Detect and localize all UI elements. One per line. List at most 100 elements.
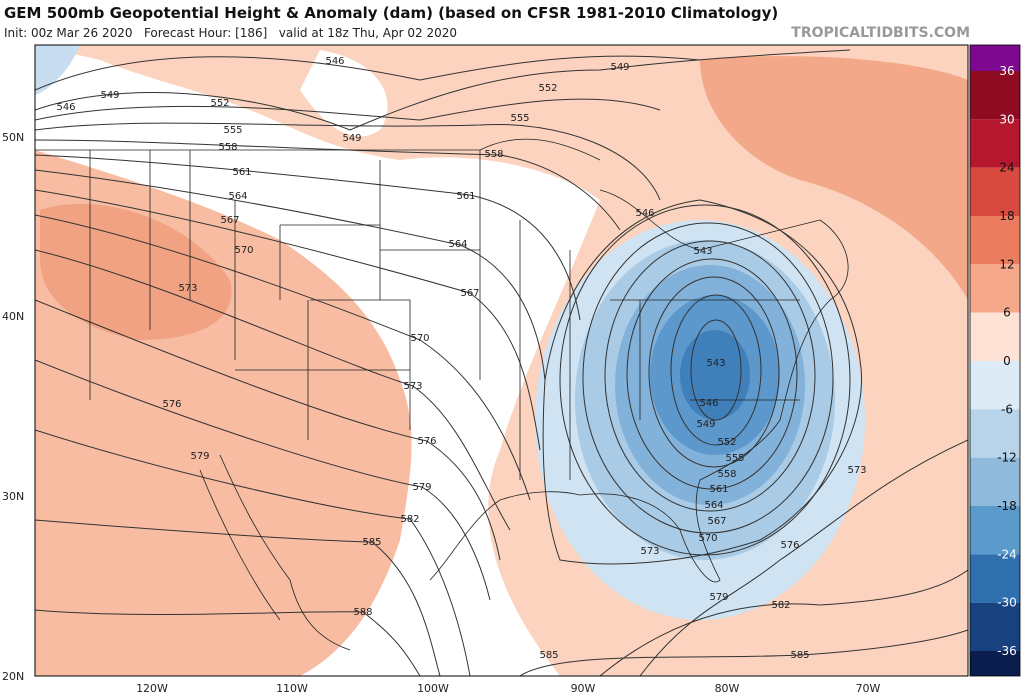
- contour-label: 582: [400, 514, 419, 525]
- colorbar-label: -30: [997, 596, 1017, 610]
- contour-label: 558: [484, 149, 503, 160]
- contour-label: 555: [510, 113, 529, 124]
- colorbar-label: -18: [997, 499, 1017, 513]
- contour-label: 570: [234, 245, 253, 256]
- low-contours: [559, 204, 851, 556]
- map: 5465495465495525525555555585585495615615…: [2, 44, 969, 695]
- contour-label: 543: [706, 358, 725, 369]
- contour-label: 573: [178, 283, 197, 294]
- contour-label: 552: [210, 98, 229, 109]
- longitude-label: 120W: [136, 682, 168, 695]
- contour-label: 564: [704, 500, 723, 511]
- colorbar-label: 0: [1003, 354, 1011, 368]
- longitude-label: 80W: [715, 682, 740, 695]
- contour-label: 579: [412, 482, 431, 493]
- longitude-label: 70W: [856, 682, 881, 695]
- contour-label: 579: [709, 592, 728, 603]
- contour-label: 579: [190, 451, 209, 462]
- contour-label: 585: [362, 537, 381, 548]
- contour-label: 546: [635, 208, 654, 219]
- colorbar-segment: [970, 554, 1020, 603]
- contour-label: 546: [699, 398, 718, 409]
- contour-label: 588: [353, 607, 372, 618]
- positive-anomaly: [700, 56, 968, 300]
- longitude-label: 90W: [571, 682, 596, 695]
- colorbar-segment: [970, 167, 1020, 216]
- contour-label: 558: [717, 469, 736, 480]
- colorbar-segment: [970, 312, 1020, 361]
- contour-label: 582: [771, 600, 790, 611]
- contour-label: 549: [100, 90, 119, 101]
- colorbar-label: -36: [997, 644, 1017, 658]
- latitude-label: 30N: [2, 490, 24, 503]
- colorbar-label: -6: [1001, 402, 1013, 416]
- contour-label: 573: [403, 381, 422, 392]
- colorbar-label: -12: [997, 451, 1017, 465]
- colorbar-label: 36: [999, 64, 1014, 78]
- contour-label: 543: [693, 246, 712, 257]
- contour-label: 549: [342, 133, 361, 144]
- colorbar-segment: [970, 45, 1020, 71]
- colorbar-segment: [970, 409, 1020, 458]
- longitude-label: 110W: [276, 682, 308, 695]
- contour-label: 564: [228, 191, 247, 202]
- longitude-label: 100W: [417, 682, 449, 695]
- site-name: TROPICALTIDBITS.COM: [791, 25, 970, 41]
- contour-label: 546: [325, 56, 344, 67]
- contour-label: 552: [717, 437, 736, 448]
- colorbar-label: 30: [999, 112, 1014, 126]
- contour-labels: 5465495465495525525555555585585495615615…: [56, 56, 866, 661]
- contour-label: 573: [640, 546, 659, 557]
- colorbar-segment: [970, 264, 1020, 313]
- latitude-label: 20N: [2, 670, 24, 683]
- colorbar-label: 12: [999, 257, 1014, 271]
- contour-label: 555: [223, 125, 242, 136]
- colorbar: 36 30 24 18 12 6 0 -6 -12 -18 -24 -30 -36: [969, 44, 1021, 677]
- latitude-label: 40N: [2, 310, 24, 323]
- latitude-label: 50N: [2, 131, 24, 144]
- contour-label: 576: [417, 436, 436, 447]
- map-frame: [34, 44, 969, 677]
- contour-label: 570: [410, 333, 429, 344]
- neutral-area: [300, 50, 388, 137]
- negative-anomaly: [35, 45, 80, 95]
- contour-label: 576: [162, 399, 181, 410]
- colorbar-label: 18: [999, 209, 1014, 223]
- contour-label: 555: [725, 453, 744, 464]
- positive-anomaly: [40, 203, 232, 340]
- subtitle: Init: 00z Mar 26 2020 Forecast Hour: [18…: [4, 26, 457, 40]
- contour-label: 570: [698, 533, 717, 544]
- contour-label: 546: [56, 102, 75, 113]
- colorbar-label: -24: [997, 547, 1017, 561]
- contour-label: 552: [538, 83, 557, 94]
- state-borders: [35, 138, 849, 651]
- colorbar-segment: [970, 651, 1020, 676]
- latitude-labels: 50N 40N 30N 20N: [2, 131, 24, 683]
- colorbar-segment: [970, 506, 1020, 555]
- contour-label: 561: [456, 191, 475, 202]
- colorbar-label: 6: [1003, 306, 1011, 320]
- contour-label: 567: [707, 516, 726, 527]
- contour-label: 585: [539, 650, 558, 661]
- colorbar-label: 24: [999, 161, 1014, 175]
- colorbar-segment: [970, 457, 1020, 506]
- colorbar-segment: [970, 216, 1020, 265]
- colorbar-segment: [970, 602, 1020, 651]
- colorbar-segment: [970, 361, 1020, 410]
- contour-label: 549: [696, 419, 715, 430]
- negative-anomaly: [680, 330, 750, 420]
- contour-label: 564: [448, 239, 467, 250]
- contour-label: 558: [218, 142, 237, 153]
- contour-label: 585: [790, 650, 809, 661]
- contour-label: 567: [220, 215, 239, 226]
- title: GEM 500mb Geopotential Height & Anomaly …: [4, 4, 778, 22]
- contour-label: 567: [460, 288, 479, 299]
- colorbar-segment: [970, 71, 1020, 120]
- contour-label: 549: [610, 62, 629, 73]
- contours: [35, 49, 968, 676]
- colorbar-frame: [969, 44, 1021, 677]
- contour-label: 576: [780, 540, 799, 551]
- colorbar-segment: [970, 119, 1020, 168]
- contour-label: 573: [847, 465, 866, 476]
